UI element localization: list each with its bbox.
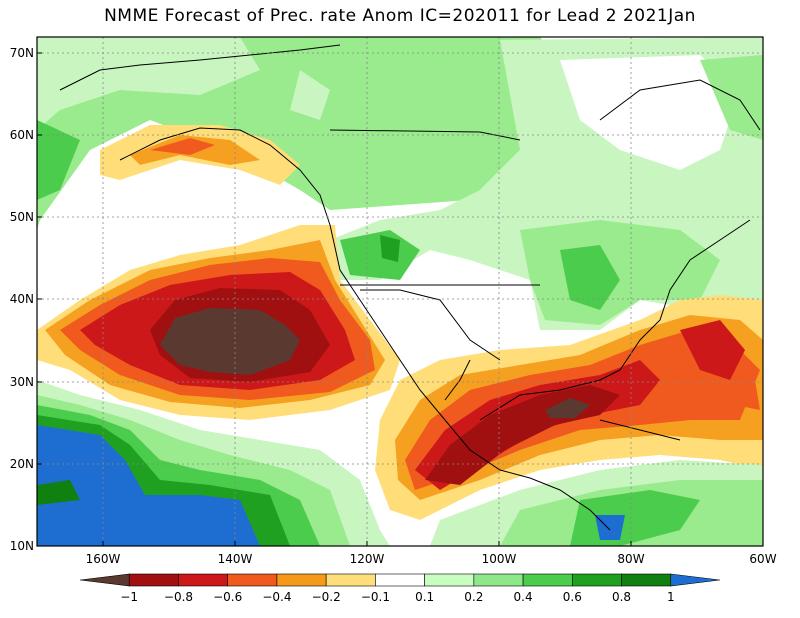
- latitude-labels: 70N 60N 50N 40N 30N 20N 10N: [10, 46, 34, 553]
- colorbar-swatch: [670, 573, 721, 587]
- colorbar-swatch: [375, 573, 425, 587]
- tropical-pacific-strongest-wet: [37, 425, 260, 546]
- colorbar-label: 1: [667, 590, 675, 604]
- colorbar-label: 0.8: [612, 590, 631, 604]
- colorbar-label: −1: [120, 590, 138, 604]
- colorbar-swatch: [621, 573, 672, 587]
- colorbar-swatch: [276, 573, 327, 587]
- colorbar-label: 0.6: [563, 590, 582, 604]
- pacific-strongest-dry-core: [160, 308, 300, 375]
- lat-label: 20N: [10, 457, 34, 471]
- lon-label: 140W: [218, 552, 253, 566]
- map-title: NMME Forecast of Prec. rate Anom IC=2020…: [104, 6, 696, 26]
- lon-label: 160W: [86, 552, 121, 566]
- colorbar-swatch: [227, 573, 278, 587]
- colorbar-label: 0.2: [464, 590, 483, 604]
- colorbar-swatch: [473, 573, 524, 587]
- colorbar-label: −0.4: [262, 590, 291, 604]
- colorbar-swatch: [128, 573, 179, 587]
- colorbar-label: −0.6: [213, 590, 242, 604]
- colorbar-swatch: [522, 573, 573, 587]
- colorbar-label: 0.4: [514, 590, 533, 604]
- colorbar-label: 0.1: [415, 590, 434, 604]
- colorbar-label: −0.8: [164, 590, 193, 604]
- lat-label: 40N: [10, 292, 34, 306]
- colorbar-label: −0.1: [361, 590, 390, 604]
- lon-label: 80W: [617, 552, 644, 566]
- lon-label: 100W: [482, 552, 517, 566]
- colorbar: −1 −0.8 −0.6 −0.4 −0.2 −0.1 0.1 0.2 0.4 0.6 0.8 1: [79, 573, 721, 604]
- lat-label: 30N: [10, 375, 34, 389]
- colorbar-swatch: [79, 573, 130, 587]
- lat-label: 60N: [10, 128, 34, 142]
- lat-label: 50N: [10, 210, 34, 224]
- lat-label: 10N: [10, 539, 34, 553]
- anomaly-field: [37, 37, 763, 546]
- lat-label: 70N: [10, 46, 34, 60]
- colorbar-swatch: [572, 573, 622, 587]
- colorbar-label: −0.2: [312, 590, 341, 604]
- lon-label: 60W: [749, 552, 776, 566]
- map-frame: [36, 36, 764, 547]
- graticule: [37, 37, 763, 546]
- longitude-labels: 160W 140W 120W 100W 80W 60W: [86, 552, 777, 566]
- coastlines: [59, 44, 761, 531]
- colorbar-swatch: [424, 573, 475, 587]
- colorbar-swatch: [178, 573, 228, 587]
- colorbar-swatch: [325, 573, 376, 587]
- lon-label: 120W: [350, 552, 385, 566]
